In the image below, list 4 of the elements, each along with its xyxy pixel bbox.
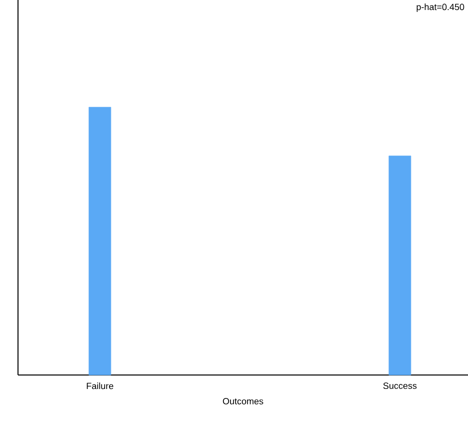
x-axis-title: Outcomes — [222, 398, 264, 404]
x-tick-label: Failure — [86, 382, 114, 390]
text: p-hat=0.450 — [416, 4, 464, 12]
x-tick-label: Success — [383, 382, 417, 389]
